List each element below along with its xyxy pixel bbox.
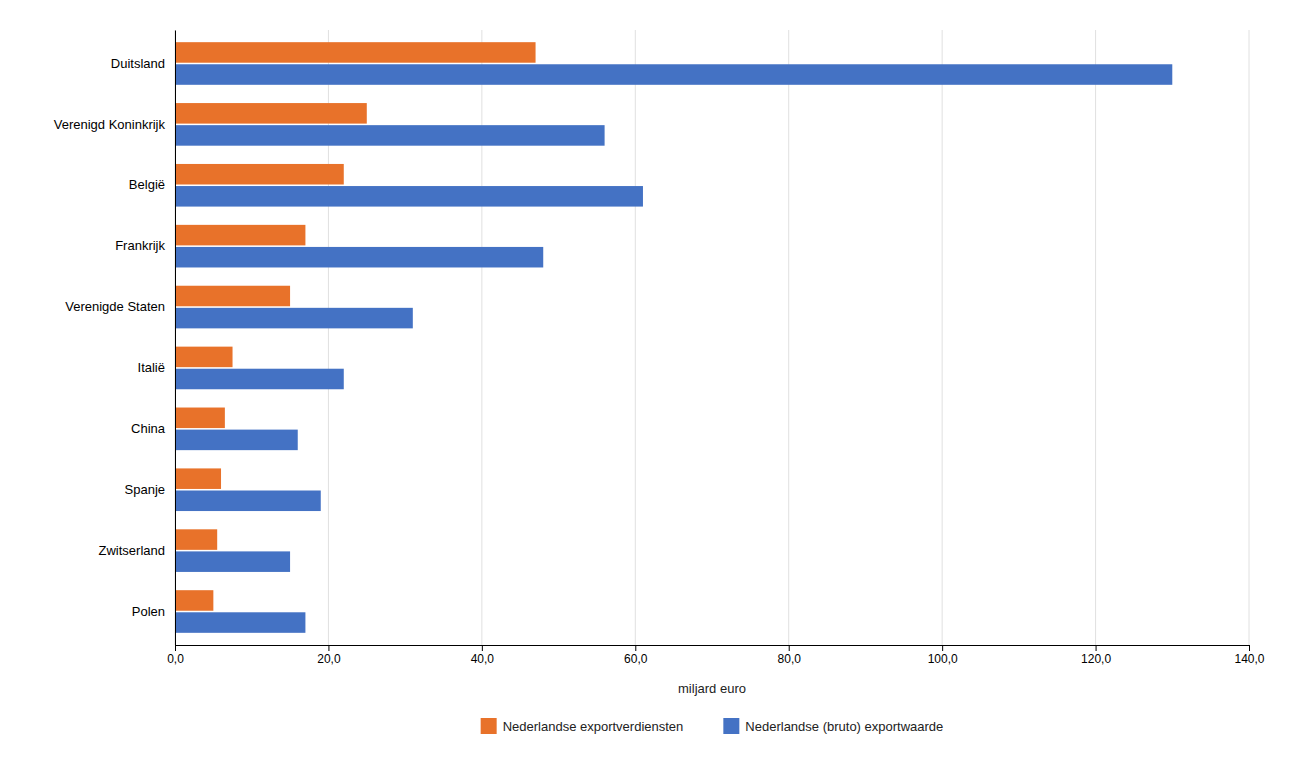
grid-line — [942, 30, 943, 645]
x-tick-mark — [1096, 645, 1097, 651]
y-tick-label: België — [129, 177, 165, 192]
legend-item: Nederlandse (bruto) exportwaarde — [723, 718, 943, 734]
y-tick: Zwitserland — [99, 543, 175, 558]
y-tick: Duitsland — [111, 56, 175, 71]
grid-line — [1249, 30, 1250, 645]
bar-series — [175, 64, 1172, 633]
bar — [175, 347, 233, 368]
y-axis: Duitsland Verenigd Koninkrijk België Frankr… — [54, 31, 176, 646]
bar — [175, 612, 305, 633]
bar — [175, 529, 217, 550]
bar — [175, 286, 290, 307]
grid-line — [1095, 30, 1096, 645]
legend: Nederlandse exportverdiensten Nederlandse… — [481, 718, 944, 734]
bars — [175, 42, 1172, 633]
bar — [175, 468, 221, 489]
x-tick-mark — [635, 645, 636, 651]
legend-swatch — [481, 718, 497, 734]
y-tick: China — [131, 421, 175, 436]
x-tick-label: 0,0 — [167, 652, 184, 666]
chart: 0,0 20,0 40,0 60,0 80,0 100,0 120,0 140,0 Duitsl… — [0, 0, 1299, 765]
x-tick-mark — [789, 645, 790, 651]
x-tick: 100,0 — [928, 645, 958, 666]
x-tick-label: 60,0 — [624, 652, 648, 666]
legend-label: Nederlandse exportverdiensten — [503, 719, 684, 734]
x-axis: 0,0 20,0 40,0 60,0 80,0 100,0 120,0 140,0 — [167, 645, 1265, 666]
y-tick: Frankrijk — [115, 238, 175, 253]
legend-swatch — [723, 718, 739, 734]
x-tick-mark — [942, 645, 943, 651]
x-tick: 0,0 — [167, 645, 184, 666]
x-tick-label: 100,0 — [928, 652, 958, 666]
x-tick-mark — [482, 645, 483, 651]
y-tick-label: Italië — [138, 360, 165, 375]
x-tick-label: 40,0 — [471, 652, 495, 666]
legend-label: Nederlandse (bruto) exportwaarde — [745, 719, 943, 734]
y-tick: Polen — [132, 604, 175, 619]
x-tick: 80,0 — [778, 645, 802, 666]
bar — [175, 186, 643, 207]
bar — [175, 64, 1172, 85]
grid — [175, 30, 1249, 645]
x-tick-mark — [1249, 645, 1250, 651]
bar — [175, 551, 290, 572]
grid-line — [635, 30, 636, 645]
x-tick: 20,0 — [317, 645, 341, 666]
grid-line — [481, 30, 482, 645]
x-tick-label: 140,0 — [1234, 652, 1264, 666]
grid-line — [175, 30, 176, 645]
x-axis-title: miljard euro — [678, 681, 746, 696]
bar — [175, 42, 536, 63]
y-tick: Spanje — [125, 482, 175, 497]
x-axis-line — [176, 646, 1250, 652]
legend-item: Nederlandse exportverdiensten — [481, 718, 684, 734]
plot: 0,0 20,0 40,0 60,0 80,0 100,0 120,0 140,0 Duitsl… — [54, 30, 1265, 666]
bar — [175, 164, 344, 185]
y-tick: Verenigde Staten — [65, 299, 175, 314]
bar — [175, 408, 225, 429]
y-tick-label: Verenigd Koninkrijk — [54, 117, 166, 132]
x-tick: 120,0 — [1081, 645, 1111, 666]
y-tick-label: Duitsland — [111, 56, 165, 71]
grid-line — [788, 30, 789, 645]
x-tick-label: 120,0 — [1081, 652, 1111, 666]
x-tick-mark — [328, 645, 329, 651]
x-tick-mark — [175, 645, 176, 651]
bar — [175, 430, 298, 451]
y-tick: Italië — [138, 360, 175, 375]
x-tick: 60,0 — [624, 645, 648, 666]
bar — [175, 491, 321, 512]
bar — [175, 103, 367, 124]
x-tick: 40,0 — [471, 645, 495, 666]
bar — [175, 590, 213, 611]
x-tick-label: 80,0 — [778, 652, 802, 666]
bar — [175, 247, 543, 268]
bar — [175, 225, 305, 246]
bar — [175, 308, 413, 329]
y-tick-label: Verenigde Staten — [65, 299, 165, 314]
y-tick-label: Spanje — [125, 482, 165, 497]
y-tick-label: China — [131, 421, 166, 436]
x-tick-label: 20,0 — [317, 652, 341, 666]
y-tick: Verenigd Koninkrijk — [54, 117, 175, 132]
y-tick-label: Polen — [132, 604, 165, 619]
y-tick-label: Zwitserland — [99, 543, 165, 558]
y-axis-line — [175, 31, 176, 646]
bar — [175, 369, 344, 390]
y-tick: België — [129, 177, 175, 192]
y-tick-label: Frankrijk — [115, 238, 165, 253]
bar — [175, 125, 605, 146]
x-tick: 140,0 — [1234, 645, 1264, 666]
